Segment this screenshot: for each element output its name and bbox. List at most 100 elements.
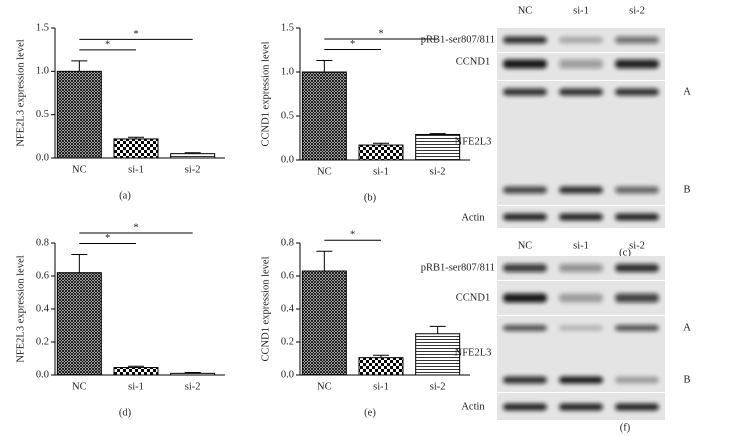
bar: [301, 270, 347, 376]
blot-band: [503, 264, 547, 272]
bar: [170, 372, 216, 376]
blot-band: [615, 36, 659, 44]
panel-label: (c): [619, 247, 631, 258]
y-tick-label: 1.0: [36, 66, 49, 77]
x-tick-label: NC: [317, 381, 332, 392]
y-tick-label: 0.8: [36, 237, 49, 248]
y-axis-title: CCND1 expression level: [260, 41, 271, 146]
y-tick-label: 0.0: [281, 154, 294, 165]
blot-band: [615, 88, 659, 96]
significance-mark: *: [350, 230, 355, 241]
blot-band: [559, 36, 603, 44]
row-label: Actin: [461, 401, 485, 412]
blot-band: [559, 186, 603, 194]
bar: [358, 357, 404, 376]
significance-mark: *: [133, 29, 138, 40]
row-label: NFE2L3: [455, 347, 492, 358]
bar: [170, 153, 216, 159]
row-label: CCND1: [456, 56, 490, 67]
blot-band: [503, 88, 547, 96]
significance-mark: *: [350, 39, 355, 50]
x-tick-label: si-2: [430, 381, 446, 392]
blot-bands: [503, 36, 659, 221]
y-tick-label: 0.6: [281, 270, 294, 281]
blot-band: [503, 59, 547, 69]
y-tick-label: 0.2: [281, 336, 294, 347]
blot-strip: [497, 81, 665, 205]
x-tick-label: si-1: [128, 381, 144, 392]
bar: [113, 367, 159, 376]
error-bar: [316, 250, 333, 272]
blot-band: [503, 36, 547, 44]
blot-band: [503, 403, 547, 411]
lane-label: si-1: [573, 5, 589, 16]
bar: [113, 138, 159, 159]
error-bar: [71, 254, 88, 273]
blot-band: [615, 59, 659, 69]
blot-band: [559, 264, 603, 272]
blot-band: [503, 186, 547, 194]
panel-label: (e): [364, 407, 376, 418]
y-tick-label: 0.0: [36, 152, 49, 163]
bar: [56, 272, 102, 376]
bar: [358, 144, 404, 161]
y-axis-title: NFE2L3 expression level: [15, 39, 26, 146]
y-tick-label: 0.4: [36, 303, 50, 314]
blot-band: [559, 293, 603, 303]
error-bar: [429, 133, 446, 135]
y-tick-label: 0.6: [36, 270, 49, 281]
blot-band: [503, 293, 547, 303]
blot-band: [503, 213, 547, 221]
row-label: pRB1-ser807/811: [421, 34, 495, 45]
error-bar: [373, 142, 389, 146]
error-bar: [128, 136, 144, 139]
blot-band: [503, 325, 547, 331]
error-bar: [71, 60, 88, 72]
significance-mark: *: [133, 222, 138, 233]
bar: [56, 70, 102, 159]
bar: [415, 133, 461, 161]
panel-label: (d): [119, 407, 132, 418]
y-tick-label: 1.5: [281, 22, 294, 33]
blot-band: [615, 325, 659, 331]
x-tick-label: si-2: [185, 164, 201, 175]
row-label: Actin: [461, 212, 485, 223]
blot-bands: [503, 264, 659, 411]
error-bar: [184, 152, 201, 154]
bar: [301, 71, 347, 161]
blot-band: [559, 59, 603, 69]
panel-label: (a): [119, 190, 131, 201]
blot-band: [615, 293, 659, 303]
row-label: NFE2L3: [455, 136, 492, 147]
error-bar: [316, 60, 333, 72]
blot-band: [559, 325, 603, 331]
panel-label: (f): [620, 422, 631, 433]
lane-label: si-2: [629, 5, 645, 16]
error-bar: [373, 354, 389, 358]
x-tick-label: si-2: [430, 166, 446, 177]
blot-band: [559, 213, 603, 221]
y-tick-label: 0.2: [36, 336, 49, 347]
significance-mark: *: [105, 39, 110, 50]
bar: [415, 333, 461, 376]
y-tick-label: 0.0: [36, 369, 49, 380]
lane-label: si-1: [573, 240, 589, 251]
error-bar: [184, 372, 201, 374]
band-label: B: [683, 184, 690, 195]
lane-label: si-2: [629, 240, 645, 251]
row-label: CCND1: [456, 292, 490, 303]
y-tick-label: 1.0: [281, 66, 294, 77]
band-label: B: [683, 374, 690, 385]
y-tick-label: 0.5: [281, 110, 294, 121]
x-tick-label: si-1: [373, 166, 389, 177]
y-tick-label: 0.5: [36, 109, 49, 120]
blot-band: [615, 403, 659, 411]
significance-mark: *: [105, 233, 110, 244]
panel-label: (b): [364, 192, 377, 203]
blot-band: [615, 264, 659, 272]
y-tick-label: 0.4: [281, 303, 295, 314]
blot-band: [615, 213, 659, 221]
lane-label: NC: [518, 240, 533, 251]
x-tick-label: si-2: [185, 381, 201, 392]
